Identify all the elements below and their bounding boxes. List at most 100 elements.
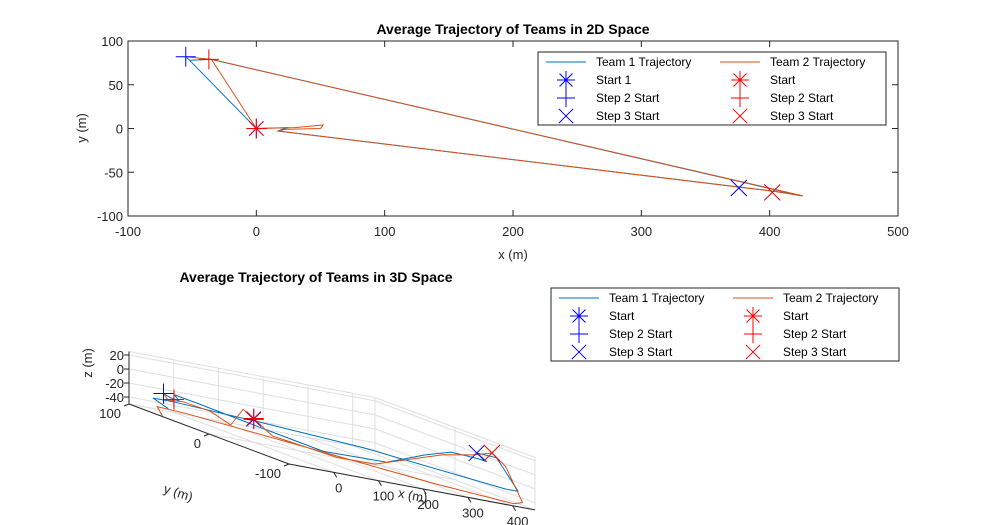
marker-cross-blue_marker-d2 [730, 179, 748, 197]
legend-cross-swatch-d2 [732, 108, 748, 124]
x-tick-mark [333, 472, 338, 478]
y-tick-label: -100 [97, 209, 123, 224]
legend-star-swatch-d2 [559, 73, 573, 87]
legend-entry-label: Team 1 Trajectory [609, 291, 704, 305]
marker-cross-blue_marker [730, 179, 748, 197]
x-tick-mark [512, 505, 517, 512]
x-tick-label: 0 [253, 224, 260, 239]
series-line-3d-team-1 [152, 393, 519, 492]
marker-star-red_marker-d2 [248, 120, 264, 137]
chart-3d-zlabel: z (m) [80, 348, 95, 378]
grid-line-z-wall [128, 382, 376, 430]
marker-cross-red_marker [763, 184, 781, 201]
marker-3d-cross-red_marker [483, 444, 501, 462]
chart-3d-legend-box [550, 287, 900, 362]
x-axis-line [288, 463, 536, 511]
x-tick-label: 300 [630, 224, 652, 239]
x-tick-mark [378, 480, 382, 486]
chart-2d-legend-box [537, 51, 887, 126]
chart-2d-ticks: -100 0 100 200 300 400 500 -100 -50 0 50 100 [97, 34, 909, 239]
marker-3d-star-red_marker-d2 [246, 410, 262, 427]
grid-line-z-wall [128, 354, 376, 402]
legend-star-swatch-d2 [733, 73, 747, 87]
marker-plus-blue_marker [175, 46, 196, 67]
legend-star-swatch [570, 307, 588, 325]
legend-entry-label: Step 3 Start [770, 109, 834, 123]
legend-entry-label: Step 3 Start [783, 345, 847, 359]
chart-2d: Average Trajectory of Teams in 2D Space … [74, 21, 909, 262]
legend-cross-swatch [732, 108, 748, 124]
legend-cross-swatch [745, 344, 761, 360]
series-line-team-2 [185, 56, 804, 197]
legend-plus-swatch [731, 89, 749, 107]
chart-3d: Average Trajectory of Teams in 3D Space … [80, 269, 900, 525]
x-tick-label: 0 [335, 480, 342, 495]
legend-entry-label: Start [609, 309, 635, 323]
chart-2d-title: Average Trajectory of Teams in 2D Space [376, 21, 649, 37]
marker-cross-red_marker-d2 [763, 184, 781, 201]
legend-entry-label: Start [783, 309, 809, 323]
marker-3d-star-red_marker [243, 408, 264, 429]
x-tick-label: 200 [502, 224, 524, 239]
x-tick-label: 100 [374, 224, 396, 239]
legend-cross-swatch [558, 108, 574, 124]
chart-2d-ylabel: y (m) [74, 113, 89, 143]
legend-cross-swatch-d2 [571, 344, 587, 360]
legend-entry-label: Step 2 Start [596, 91, 660, 105]
x-tick-mark [467, 497, 472, 503]
grid-line-z-side [374, 414, 536, 476]
x-tick-label: -100 [115, 224, 141, 239]
z-tick-label: -40 [105, 390, 124, 405]
marker-plus-red_marker [198, 49, 219, 70]
legend-entry-label: Start 1 [596, 73, 632, 87]
legend-star-swatch-d2 [572, 309, 586, 323]
marker-3d-cross-red_marker-d2 [483, 444, 501, 462]
z-tick-label: -20 [105, 376, 124, 391]
grid-line-z-side [374, 428, 536, 490]
legend-star-swatch [731, 71, 749, 89]
y-tick-label: -50 [104, 165, 123, 180]
x-tick-label: 400 [507, 514, 529, 525]
legend-entry-label: Step 2 Start [770, 91, 834, 105]
marker-3d-cross-blue_marker-d2 [468, 444, 486, 462]
y-tick-label: 0 [194, 436, 201, 451]
legend-plus-swatch [557, 89, 575, 107]
legend-plus-swatch [744, 325, 762, 343]
legend-entry-label: Team 2 Trajectory [783, 291, 878, 305]
chart-3d-markers [153, 383, 501, 462]
x-tick-label: 300 [462, 505, 484, 520]
series-line-3d-team-2 [156, 393, 523, 505]
chart-2d-markers [175, 46, 781, 201]
legend-entry-label: Step 2 Start [783, 327, 847, 341]
legend-entry-label: Step 2 Start [609, 327, 673, 341]
legend-cross-swatch-d2 [745, 344, 761, 360]
legend-entry-label: Step 3 Start [609, 345, 673, 359]
legend-star-swatch-d2 [746, 309, 760, 323]
y-tick-mark [283, 463, 290, 467]
grid-line-y-floor [208, 433, 456, 481]
legend-entry-label: Team 1 Trajectory [596, 55, 691, 69]
y-tick-label: 100 [99, 406, 121, 421]
y-tick-label: 0 [116, 122, 123, 137]
y-tick-label: 50 [109, 78, 123, 93]
x-tick-label: 400 [759, 224, 781, 239]
grid-line-y-floor [128, 403, 376, 451]
wall-edge [128, 351, 376, 398]
marker-3d-cross-blue_marker [468, 444, 486, 462]
chart-3d-xlabel: x (m) [397, 485, 429, 505]
chart-3d-title: Average Trajectory of Teams in 3D Space [179, 269, 452, 285]
z-tick-label: 0 [117, 362, 124, 377]
marker-3d-plus-red_marker [163, 389, 184, 410]
x-tick-label: 500 [887, 224, 909, 239]
z-tick-label: 20 [110, 348, 124, 363]
legend-cross-swatch-d2 [558, 108, 574, 124]
y-tick-label: -100 [255, 466, 281, 481]
chart-2d-legend: Team 1 Trajectory Team 2 Trajectory Start … [537, 51, 887, 126]
y-tick-label: 100 [101, 34, 123, 49]
chart-3d-legend: Team 1 Trajectory Team 2 Trajectory Start S… [550, 287, 900, 362]
x-tick-mark [422, 488, 427, 495]
legend-entry-label: Start [770, 73, 796, 87]
y-tick-mark [203, 433, 210, 437]
